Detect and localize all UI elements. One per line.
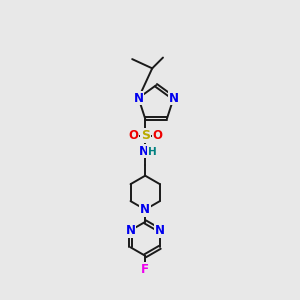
- Text: S: S: [141, 129, 150, 142]
- Text: H: H: [148, 147, 157, 157]
- Text: O: O: [152, 129, 163, 142]
- Text: F: F: [141, 263, 149, 276]
- Text: N: N: [155, 224, 165, 237]
- Text: N: N: [139, 145, 149, 158]
- Text: N: N: [140, 203, 150, 216]
- Text: O: O: [128, 129, 138, 142]
- Text: N: N: [169, 92, 178, 104]
- Text: N: N: [134, 92, 143, 104]
- Text: N: N: [125, 224, 136, 237]
